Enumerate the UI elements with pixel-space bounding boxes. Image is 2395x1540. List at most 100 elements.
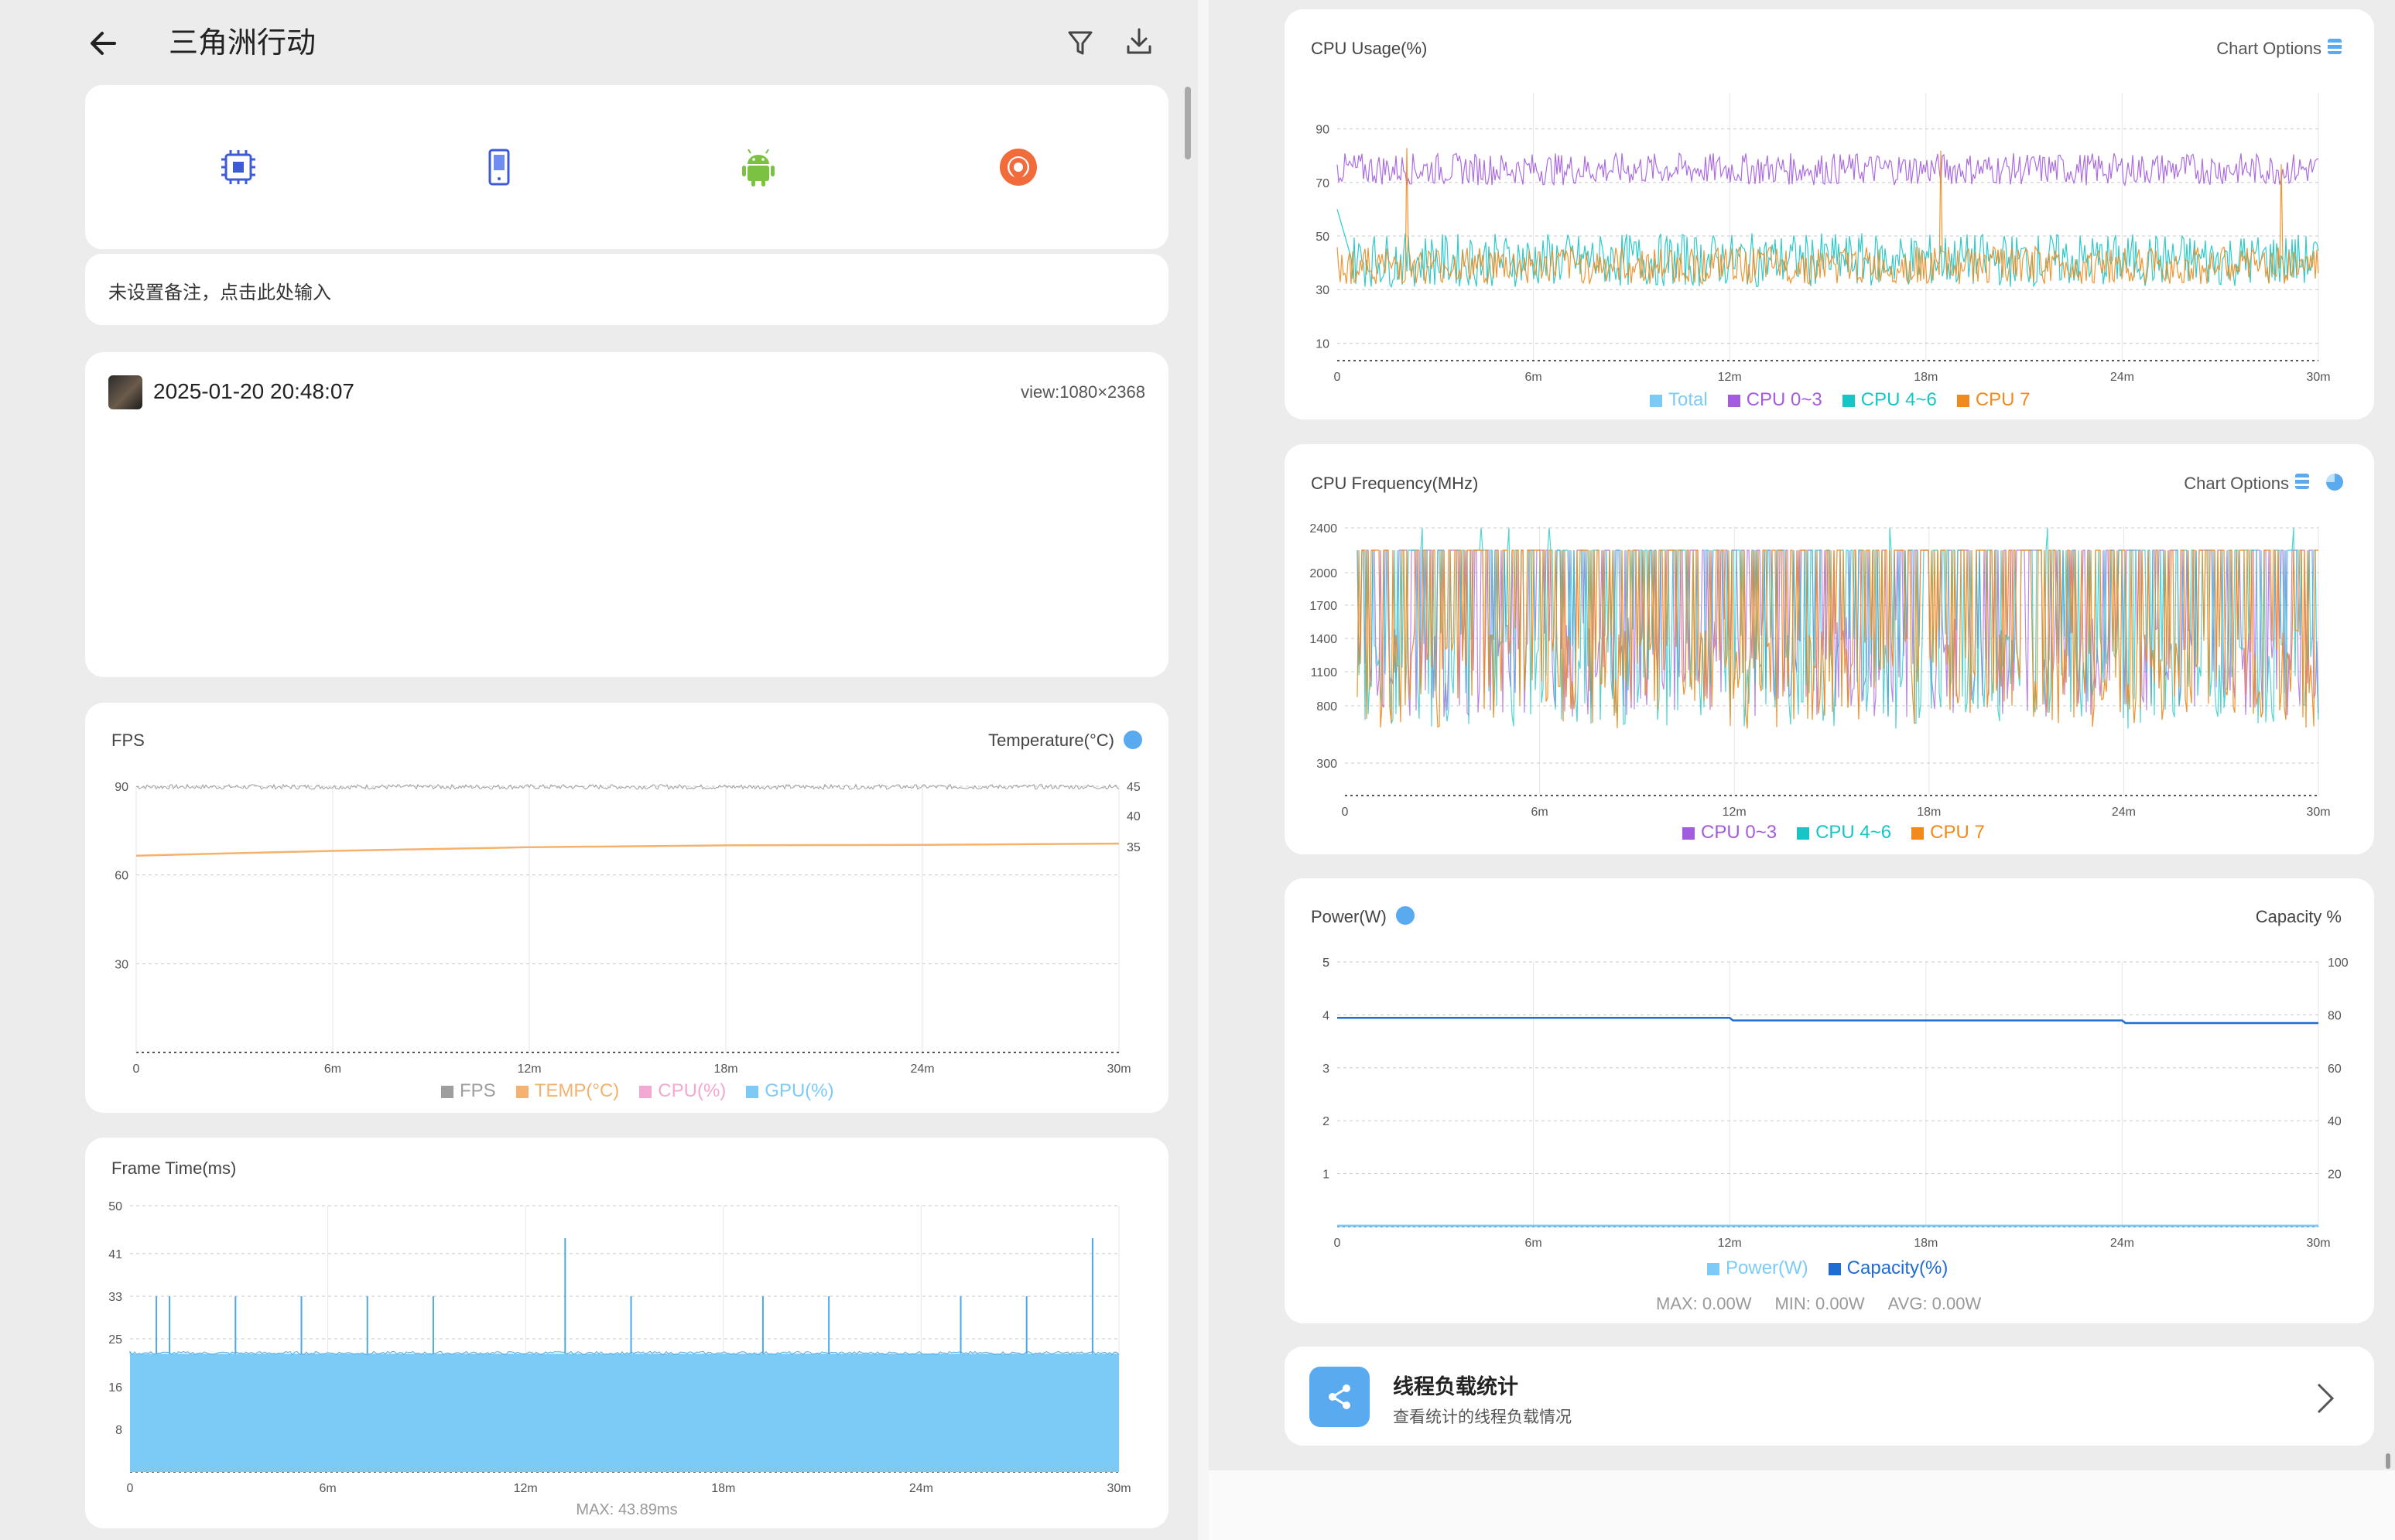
y-tick-label: 300	[1316, 758, 1337, 771]
legend-swatch	[1707, 1262, 1719, 1275]
legend-label: CPU 0~3	[1746, 389, 1822, 410]
y-tick-label: 800	[1316, 700, 1337, 714]
y-tick-label: 3	[1322, 1063, 1329, 1076]
legend-label: CPU(%)	[658, 1080, 727, 1101]
cpu-frequency-options-icon[interactable]	[2295, 474, 2309, 489]
frametime-chart-title: Frame Time(ms)	[111, 1158, 237, 1178]
x-tick-label: 30m	[2306, 806, 2330, 819]
fps-legend-item[interactable]: FPS	[441, 1080, 496, 1102]
y-tick-label: 50	[108, 1200, 122, 1213]
y-tick-label: 50	[1316, 231, 1329, 244]
x-tick-label: 0	[1334, 1237, 1341, 1250]
right-panel-bottom	[1209, 1470, 2395, 1540]
power-toggle-button[interactable]	[1396, 906, 1415, 925]
x-tick-label: 12m	[1718, 371, 1742, 384]
temperature-axis-title: Temperature(°C)	[988, 731, 1114, 750]
cpu-usage-legend-item[interactable]: CPU 0~3	[1727, 389, 1822, 411]
cpu-usage-legend-item[interactable]: CPU 7	[1956, 389, 2031, 411]
power-legend-item[interactable]: Power(W)	[1707, 1258, 1808, 1279]
legend-swatch	[515, 1085, 529, 1098]
cpu-usage-options-icon[interactable]	[2328, 39, 2342, 54]
y-tick-label: 5	[1322, 957, 1329, 970]
session-datetime: 2025-01-20 20:48:07	[153, 379, 354, 403]
y-tick-label: 2400	[1309, 522, 1337, 536]
share-icon	[1329, 1384, 1350, 1409]
y-tick-label: 5	[1322, 957, 1329, 970]
note-card[interactable]	[85, 254, 1168, 325]
note-input[interactable]: 未设置备注，点击此处输入	[108, 282, 331, 303]
x-tick-label: 18m	[1914, 1237, 1938, 1250]
legend-label: CPU 4~6	[1860, 389, 1937, 410]
filter-icon	[1068, 31, 1093, 55]
legend-swatch	[1797, 826, 1810, 840]
y-tick-label: 1	[1322, 1169, 1329, 1182]
thread-icon-box	[1309, 1367, 1370, 1427]
right-tick-label: 40	[1127, 810, 1141, 823]
x-tick-label: 30m	[2306, 371, 2330, 384]
legend-swatch	[1727, 394, 1740, 407]
cpu-frequency-legend-item[interactable]: CPU 7	[1911, 822, 1985, 844]
x-tick-label: 18m	[713, 1063, 737, 1076]
chevron-right-icon[interactable]	[2314, 1380, 2337, 1421]
cpu-usage-legend-item[interactable]: CPU 4~6	[1842, 389, 1937, 411]
y-tick-label: 2000	[1309, 567, 1337, 580]
legend-swatch	[1911, 826, 1925, 840]
y-tick-label: 1100	[1311, 666, 1338, 679]
chip-icon	[215, 144, 262, 190]
cpu-frequency-options[interactable]: Chart Options	[2184, 474, 2289, 493]
y-tick-label: 16	[108, 1381, 122, 1395]
device-info-card	[85, 85, 1168, 249]
x-tick-label: 0	[127, 1482, 134, 1495]
cpu-frequency-legend: CPU 0~3 CPU 4~6 CPU 7	[1682, 822, 1985, 844]
y-tick-label: 1400	[1309, 633, 1337, 646]
cpu-usage-legend-item[interactable]: Total	[1650, 389, 1708, 411]
session-summary-card	[85, 352, 1168, 677]
cpu-frequency-legend-item[interactable]: CPU 0~3	[1682, 822, 1777, 844]
power-legend-item[interactable]: Capacity(%)	[1828, 1258, 1948, 1279]
legend-swatch	[441, 1085, 453, 1098]
scrollbar[interactable]	[1185, 87, 1191, 159]
legend-swatch	[1828, 1262, 1841, 1275]
right-tick-label: 45	[1127, 781, 1141, 794]
thread-load-card[interactable]	[1285, 1347, 2374, 1446]
x-tick-label: 6m	[1531, 806, 1548, 819]
filter-button[interactable]	[1062, 25, 1099, 62]
x-tick-label: 30m	[1107, 1063, 1131, 1076]
y-tick-label: 60	[115, 870, 128, 883]
y-tick-label: 33	[108, 1291, 122, 1304]
y-tick-label: 70	[1316, 177, 1329, 190]
y-tick-label: 2	[1322, 1115, 1329, 1128]
toggle-axis-button[interactable]	[1124, 731, 1142, 749]
legend-swatch	[639, 1085, 652, 1098]
power-chart-card	[1285, 878, 2374, 1323]
fps-chart-card	[85, 703, 1168, 1113]
fps-legend-item[interactable]: CPU(%)	[639, 1080, 726, 1102]
legend-label: Total	[1668, 389, 1708, 410]
cpu-frequency-legend-item[interactable]: CPU 4~6	[1797, 822, 1891, 844]
cpu-usage-options[interactable]: Chart Options	[2216, 39, 2321, 58]
x-tick-label: 6m	[324, 1063, 341, 1076]
right-tick-label: 80	[2328, 1009, 2342, 1022]
page-title: 三角洲行动	[169, 27, 316, 60]
x-tick-label: 6m	[1524, 371, 1541, 384]
y-tick-label: 1700	[1309, 600, 1337, 613]
cpu-frequency-title: CPU Frequency(MHz)	[1311, 474, 1479, 493]
x-tick-label: 0	[133, 1063, 140, 1076]
fps-legend-item[interactable]: GPU(%)	[746, 1080, 834, 1102]
cpu-usage-series-0	[1336, 152, 2319, 187]
x-tick-label: 30m	[2306, 1237, 2330, 1250]
panel-divider	[1198, 0, 1209, 1540]
y-tick-label: 10	[1316, 337, 1329, 351]
session-view-size: view:1080×2368	[1021, 382, 1145, 402]
x-tick-label: 12m	[1718, 1237, 1742, 1250]
pie-chart-icon[interactable]	[2326, 474, 2343, 491]
x-tick-label: 12m	[517, 1063, 541, 1076]
game-avatar	[108, 375, 142, 409]
legend-label: GPU(%)	[765, 1080, 834, 1101]
x-tick-label: 24m	[909, 1482, 933, 1495]
download-button[interactable]	[1121, 23, 1158, 60]
frametime-area	[130, 1353, 1119, 1472]
back-button[interactable]	[84, 23, 124, 63]
fps-legend-item[interactable]: TEMP(°C)	[515, 1080, 619, 1102]
